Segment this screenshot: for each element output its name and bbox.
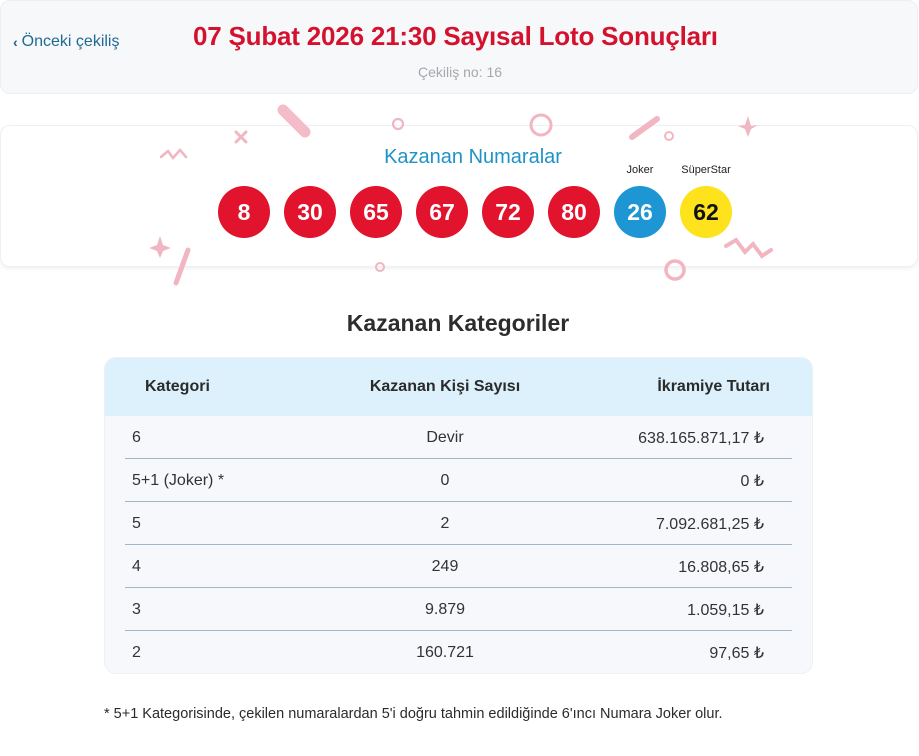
previous-draw-label: Önceki çekiliş [21, 33, 120, 50]
number-ball: 67 [416, 186, 468, 238]
chevron-left-icon: ‹ [13, 34, 18, 50]
categories-table: Kategori Kazanan Kişi Sayısı İkramiye Tu… [104, 357, 813, 674]
page-title: 07 Şubat 2026 21:30 Sayısal Loto Sonuçla… [193, 21, 718, 51]
winning-numbers-row: 8 30 65 67 72 80 Joker 26 SüperStar 62 [218, 164, 732, 238]
winning-numbers-title: Kazanan Numaralar [384, 146, 562, 168]
cell-winners: 0 [440, 471, 450, 489]
table-row: 3 9.879 1.059,15 ₺ [105, 588, 812, 631]
column-header-winners: Kazanan Kişi Sayısı [369, 378, 521, 395]
table-row: 2 160.721 97,65 ₺ [105, 631, 812, 673]
cell-category: 5+1 (Joker) * [132, 471, 225, 489]
table-row: 5 2 7.092.681,25 ₺ [105, 502, 812, 545]
cell-prize: 638.165.871,17 ₺ [638, 429, 764, 447]
previous-draw-link[interactable]: ‹ Önceki çekiliş [13, 33, 119, 51]
cell-winners: 160.721 [416, 643, 474, 661]
column-header-prize: İkramiye Tutarı [657, 378, 770, 395]
superstar-ball: SüperStar 62 [680, 164, 732, 238]
cell-prize: 97,65 ₺ [709, 644, 764, 662]
draw-header: ‹ Önceki çekiliş 07 Şubat 2026 21:30 Say… [0, 0, 918, 94]
cell-category: 2 [132, 643, 141, 661]
cell-prize: 7.092.681,25 ₺ [655, 515, 764, 533]
draw-number: Çekiliş no: 16 [417, 64, 503, 80]
joker-ball: Joker 26 [614, 164, 666, 238]
superstar-label: SüperStar [681, 164, 731, 176]
superstar-value: 62 [693, 198, 719, 225]
column-header-category: Kategori [145, 378, 210, 395]
number-ball: 80 [548, 186, 600, 238]
cell-prize: 1.059,15 ₺ [687, 601, 764, 619]
table-header: Kategori Kazanan Kişi Sayısı İkramiye Tu… [105, 358, 812, 416]
cell-category: 4 [132, 557, 141, 575]
table-row: 4 249 16.808,65 ₺ [105, 545, 812, 588]
cell-prize: 16.808,65 ₺ [678, 558, 764, 576]
number-ball: 65 [350, 186, 402, 238]
number-ball: 30 [284, 186, 336, 238]
categories-title: Kazanan Kategoriler [346, 310, 570, 336]
joker-value: 26 [627, 198, 653, 225]
number-ball: 8 [218, 186, 270, 238]
cell-winners: 249 [431, 557, 459, 575]
joker-label: Joker [626, 164, 654, 176]
number-ball: 72 [482, 186, 534, 238]
cell-category: 6 [132, 428, 141, 446]
table-row: 6 Devir 638.165.871,17 ₺ [105, 416, 812, 459]
cell-winners: 9.879 [424, 600, 466, 618]
footnote: * 5+1 Kategorisinde, çekilen numaralarda… [104, 706, 723, 722]
cell-winners: 2 [440, 514, 450, 532]
cell-prize: 0 ₺ [740, 472, 764, 490]
cell-category: 5 [132, 514, 141, 532]
cell-winners: Devir [426, 428, 464, 446]
cell-category: 3 [132, 600, 141, 618]
table-row: 5+1 (Joker) * 0 0 ₺ [105, 459, 812, 502]
